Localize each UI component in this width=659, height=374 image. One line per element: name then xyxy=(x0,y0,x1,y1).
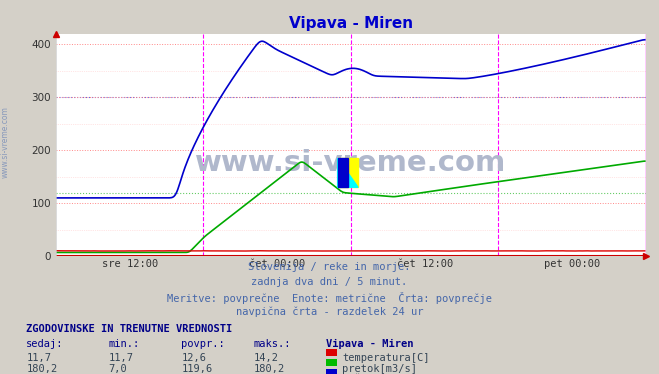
Polygon shape xyxy=(337,158,358,187)
Text: 11,7: 11,7 xyxy=(26,353,51,364)
Text: povpr.:: povpr.: xyxy=(181,339,225,349)
Text: Meritve: povprečne  Enote: metrične  Črta: povprečje: Meritve: povprečne Enote: metrične Črta:… xyxy=(167,292,492,304)
Text: ZGODOVINSKE IN TRENUTNE VREDNOSTI: ZGODOVINSKE IN TRENUTNE VREDNOSTI xyxy=(26,324,233,334)
Text: www.si-vreme.com: www.si-vreme.com xyxy=(1,106,10,178)
Polygon shape xyxy=(337,158,348,187)
Text: 119,6: 119,6 xyxy=(181,364,212,374)
Text: min.:: min.: xyxy=(109,339,140,349)
Text: 180,2: 180,2 xyxy=(254,364,285,374)
Text: Vipava - Miren: Vipava - Miren xyxy=(326,339,414,349)
Text: 12,6: 12,6 xyxy=(181,353,206,364)
Text: zadnja dva dni / 5 minut.: zadnja dva dni / 5 minut. xyxy=(251,277,408,287)
Text: Slovenija / reke in morje.: Slovenija / reke in morje. xyxy=(248,262,411,272)
Text: 7,0: 7,0 xyxy=(109,364,127,374)
Text: navpična črta - razdelek 24 ur: navpična črta - razdelek 24 ur xyxy=(236,307,423,317)
Text: 180,2: 180,2 xyxy=(26,364,57,374)
Text: temperatura[C]: temperatura[C] xyxy=(342,353,430,364)
Text: 14,2: 14,2 xyxy=(254,353,279,364)
Text: maks.:: maks.: xyxy=(254,339,291,349)
Text: pretok[m3/s]: pretok[m3/s] xyxy=(342,364,417,374)
Polygon shape xyxy=(337,158,358,187)
Title: Vipava - Miren: Vipava - Miren xyxy=(289,16,413,31)
Text: www.si-vreme.com: www.si-vreme.com xyxy=(195,149,507,177)
Text: 11,7: 11,7 xyxy=(109,353,134,364)
Text: sedaj:: sedaj: xyxy=(26,339,64,349)
